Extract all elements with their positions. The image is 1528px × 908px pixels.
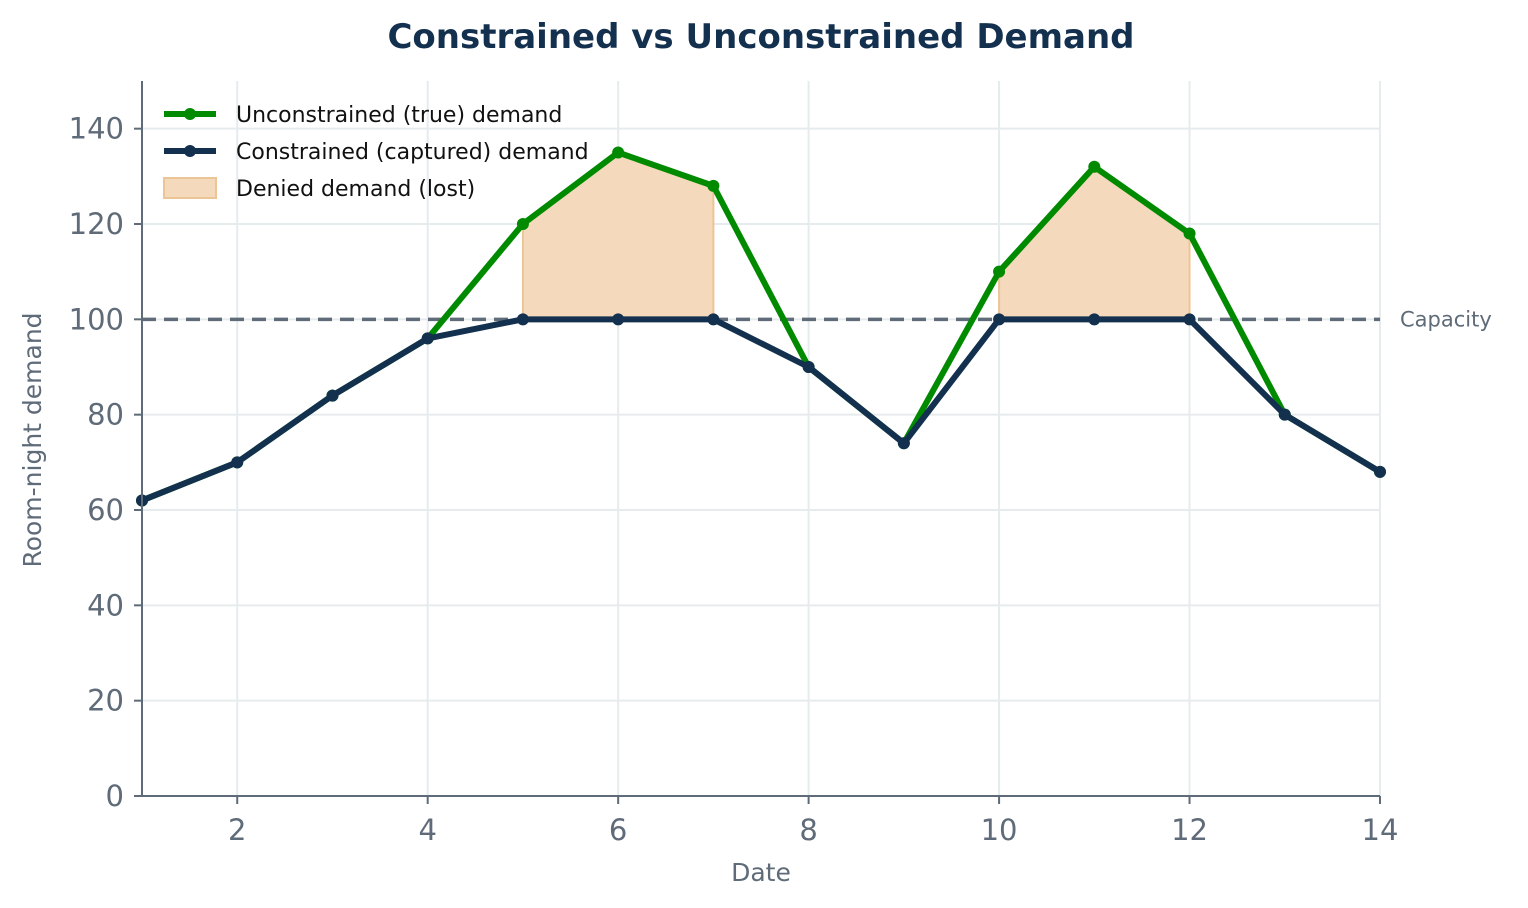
y-tick-label: 120 <box>69 207 124 241</box>
x-axis-label: Date <box>731 858 791 887</box>
legend-label: Denied demand (lost) <box>236 177 475 202</box>
data-point <box>993 265 1006 278</box>
x-tick-label: 12 <box>1171 813 1208 847</box>
x-tick-label: 10 <box>981 813 1018 847</box>
y-tick-label: 20 <box>87 684 124 718</box>
x-tick-label: 14 <box>1362 813 1399 847</box>
capacity-line-group: Capacity <box>142 307 1492 331</box>
x-tick-label: 6 <box>609 813 627 847</box>
legend: Unconstrained (true) demand Constrained (… <box>163 103 589 202</box>
capacity-label: Capacity <box>1400 307 1492 331</box>
denied-demand-area <box>521 151 1191 321</box>
y-tick-label: 100 <box>69 302 124 336</box>
series-line <box>139 316 1383 504</box>
y-tick-label: 80 <box>87 398 124 432</box>
data-point <box>1278 408 1291 421</box>
y-tick-label: 140 <box>69 112 124 146</box>
data-point <box>1183 313 1196 326</box>
data-point <box>1183 227 1196 240</box>
data-point <box>707 313 720 326</box>
data-point <box>707 179 720 192</box>
data-point <box>231 456 244 469</box>
data-point <box>802 361 815 373</box>
legend-marker <box>184 108 196 120</box>
y-tick-label: 0 <box>106 779 124 813</box>
legend-label: Unconstrained (true) demand <box>236 103 562 128</box>
legend-marker <box>184 145 196 157</box>
data-point <box>1374 465 1386 478</box>
series-2 <box>136 313 1386 507</box>
data-point <box>1088 160 1101 173</box>
legend-swatch <box>163 177 217 199</box>
data-point <box>326 389 339 402</box>
data-point <box>993 313 1006 326</box>
data-point <box>1088 313 1101 326</box>
data-point <box>516 218 529 230</box>
x-tick-label: 2 <box>228 813 246 847</box>
data-point <box>612 146 625 159</box>
data-point <box>516 313 529 326</box>
data-point <box>421 332 434 345</box>
y-tick-label: 40 <box>87 588 124 622</box>
data-point <box>897 437 910 450</box>
chart-title: Constrained vs Unconstrained Demand <box>387 17 1134 57</box>
y-tick-label: 60 <box>87 493 124 527</box>
legend-label: Constrained (captured) demand <box>236 140 589 165</box>
data-point <box>612 313 625 326</box>
series-group <box>136 146 1386 507</box>
x-tick-label: 4 <box>418 813 436 847</box>
y-axis-label: Room-night demand <box>18 312 47 567</box>
x-tick-label: 8 <box>799 813 817 847</box>
